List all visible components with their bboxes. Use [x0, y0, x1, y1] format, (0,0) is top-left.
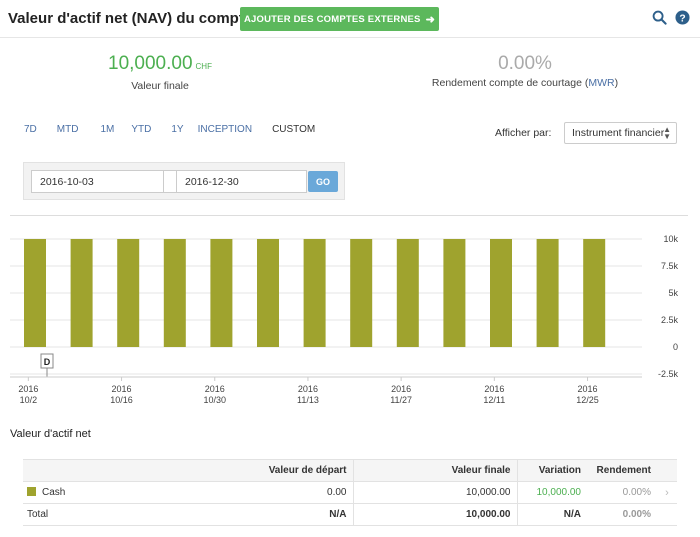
x-tick-year: 2016 — [205, 384, 225, 394]
display-by-label: Afficher par: — [495, 127, 552, 139]
nav-bar-chart: 10k7.5k5k2.5k0-2.5kD201610/2201610/16201… — [10, 234, 679, 405]
nav-section-title: Valeur d'actif net — [10, 428, 91, 440]
final-value-unit: CHF — [195, 62, 212, 71]
x-tick-label: 10/16 — [110, 395, 133, 405]
return-value: 0.00% — [498, 53, 552, 74]
y-tick-label: 7.5k — [661, 261, 679, 271]
bar[interactable] — [24, 239, 46, 347]
header-start-value: Valeur de départ — [223, 459, 353, 482]
range-tab-mtd[interactable]: MTD — [56, 124, 79, 135]
total-change: N/A — [516, 503, 587, 526]
select-chevron-icon: ▲ ▼ — [663, 125, 671, 141]
page-header: Valeur d'actif net (NAV) du compte AJOUT… — [0, 0, 700, 38]
table-total-row: Total N/A 10,000.00 N/A 0.00% — [23, 503, 677, 526]
date-separator — [164, 170, 177, 193]
total-label: Total — [23, 503, 223, 526]
svg-text:?: ? — [679, 13, 685, 24]
go-button[interactable]: GO — [308, 171, 338, 192]
y-tick-label: 5k — [668, 288, 678, 298]
x-tick-year: 2016 — [484, 384, 504, 394]
table-header-row: Valeur de départ Valeur finale Variation… — [23, 459, 677, 482]
table-row[interactable]: Cash 0.00 10,000.00 10,000.00 0.00% › — [23, 481, 677, 504]
bar[interactable] — [443, 239, 466, 347]
annotation-label: D — [44, 357, 51, 367]
row-change: 10,000.00 — [516, 481, 587, 504]
x-tick-label: 11/13 — [297, 395, 319, 405]
help-icon[interactable]: ? — [675, 10, 690, 25]
mwr-link[interactable]: MWR — [588, 77, 615, 89]
bar[interactable] — [303, 239, 326, 347]
x-tick-label: 11/27 — [390, 395, 412, 405]
bar[interactable] — [117, 239, 140, 347]
chevron-right-icon[interactable]: › — [657, 481, 677, 504]
bar[interactable] — [536, 239, 559, 347]
header-return: Rendement — [587, 459, 657, 482]
final-value: 10,000.00 — [108, 53, 193, 74]
total-end-value: 10,000.00 — [352, 503, 517, 526]
date-range-panel: 2016-10-03 2016-12-30 GO — [23, 162, 345, 200]
return-label: Rendement compte de courtage (MWR) — [431, 77, 619, 89]
final-value-kpi: 10,000.00 CHF Valeur finale — [80, 52, 240, 92]
page-title: Valeur d'actif net (NAV) du compte — [8, 10, 253, 27]
range-tab-ytd[interactable]: YTD — [131, 124, 152, 135]
x-tick-year: 2016 — [112, 384, 132, 394]
x-tick-label: 12/25 — [576, 395, 599, 405]
y-tick-label: -2.5k — [658, 369, 679, 379]
range-tab-1y[interactable]: 1Y — [171, 124, 184, 135]
row-return: 0.00% — [587, 481, 657, 504]
chart-divider — [10, 215, 688, 216]
end-date-input[interactable]: 2016-12-30 — [176, 170, 307, 193]
header-change: Variation — [516, 459, 587, 482]
display-by-selected: Instrument financier — [572, 127, 665, 139]
x-tick-label: 12/11 — [483, 395, 505, 405]
bar[interactable] — [163, 239, 186, 347]
x-tick-label: 10/30 — [203, 395, 226, 405]
row-end-value: 10,000.00 — [352, 481, 517, 504]
bar[interactable] — [583, 239, 606, 347]
y-tick-label: 10k — [663, 234, 678, 244]
display-by-select[interactable]: Instrument financier ▲ ▼ — [564, 122, 677, 144]
return-kpi: 0.00% Rendement compte de courtage (MWR) — [410, 52, 640, 89]
range-tab-1m[interactable]: 1M — [100, 124, 115, 135]
y-tick-label: 0 — [673, 342, 678, 352]
cash-color-swatch — [27, 487, 36, 496]
bar[interactable] — [70, 239, 93, 347]
header-end-value: Valeur finale — [352, 459, 517, 482]
x-tick-year: 2016 — [578, 384, 598, 394]
total-start-value: N/A — [223, 503, 353, 526]
x-tick-label: 10/2 — [20, 395, 38, 405]
add-external-accounts-button[interactable]: AJOUTER DES COMPTES EXTERNES ➜ — [240, 7, 439, 31]
range-tab-inception[interactable]: INCEPTION — [197, 124, 253, 135]
bar[interactable] — [490, 239, 512, 347]
x-tick-year: 2016 — [391, 384, 411, 394]
search-icon[interactable] — [652, 10, 667, 25]
bar[interactable] — [350, 239, 373, 347]
add-external-accounts-label: AJOUTER DES COMPTES EXTERNES — [243, 13, 421, 25]
total-return: 0.00% — [587, 503, 657, 526]
bar[interactable] — [396, 239, 419, 347]
range-tab-custom[interactable]: CUSTOM — [272, 124, 316, 135]
start-date-input[interactable]: 2016-10-03 — [31, 170, 164, 193]
arrow-right-icon: ➜ — [425, 13, 436, 26]
final-value-label: Valeur finale — [131, 80, 189, 92]
range-tabs: 7D MTD 1M YTD 1Y INCEPTION CUSTOM — [24, 124, 315, 135]
x-tick-year: 2016 — [18, 384, 38, 394]
y-tick-label: 2.5k — [661, 315, 679, 325]
bar[interactable] — [257, 239, 279, 347]
bar[interactable] — [210, 239, 233, 347]
range-tab-7d[interactable]: 7D — [24, 124, 37, 135]
annotation-box[interactable] — [40, 353, 54, 369]
row-name: Cash — [42, 487, 66, 498]
nav-table: Valeur de départ Valeur finale Variation… — [23, 459, 677, 526]
x-tick-year: 2016 — [298, 384, 318, 394]
header-name — [23, 459, 223, 482]
row-start-value: 0.00 — [223, 481, 353, 504]
